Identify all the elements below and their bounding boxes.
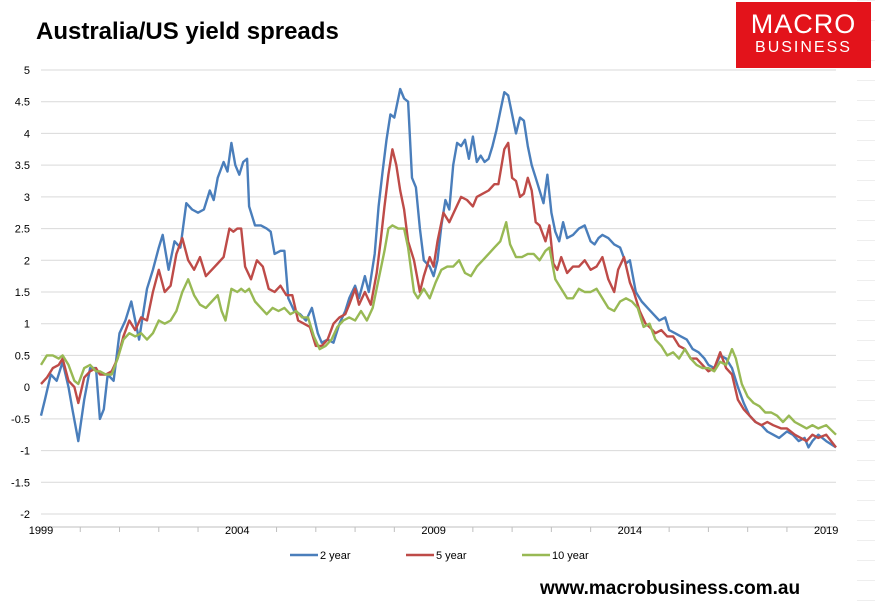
legend: 2 year 5 year 10 year	[290, 550, 589, 562]
y-tick-label: 4	[24, 128, 30, 140]
y-tick-label: 4.5	[15, 97, 30, 109]
y-tick-label: 3	[24, 192, 30, 204]
x-tick-label: 2004	[225, 525, 249, 537]
series-line-5-year	[40, 141, 837, 449]
axes: 5 4.5 4 3.5 3 2.5 2 1.5 1 0.5 0 -0.5 -1 -1.5 -2 1999 200…	[11, 65, 838, 537]
footer-url: www.macrobusiness.com.au	[540, 578, 801, 599]
x-tick-label: 2014	[618, 525, 642, 537]
macrobusiness-logo: MACRO BUSINESS	[736, 2, 871, 68]
legend-label-10-year: 10 year	[552, 550, 589, 562]
logo-text-macro: MACRO	[750, 9, 857, 39]
y-tick-label: 5	[24, 65, 30, 77]
x-tick-label: 2019	[814, 525, 838, 537]
y-tick-label: -2	[20, 509, 30, 521]
series-line-2-year	[39, 87, 837, 449]
y-tick-label: -1.5	[11, 477, 30, 489]
x-tick-label: 2009	[421, 525, 445, 537]
series-line-10-year	[39, 221, 837, 436]
line-chart: 5 4.5 4 3.5 3 2.5 2 1.5 1 0.5 0 -0.5 -1 -1.5 -2 1999 200…	[11, 65, 838, 562]
y-tick-label: 0.5	[15, 350, 30, 362]
y-tick-label: 2	[24, 255, 30, 267]
logo-text-business: BUSINESS	[755, 39, 852, 56]
x-tick-label: 1999	[29, 525, 53, 537]
y-tick-label: 3.5	[15, 160, 30, 172]
y-tick-label: 1.5	[15, 287, 30, 299]
gridlines	[41, 69, 836, 515]
y-tick-label: 0	[24, 382, 30, 394]
y-tick-label: 2.5	[15, 224, 30, 236]
y-tick-label: -0.5	[11, 414, 30, 426]
legend-label-2-year: 2 year	[320, 550, 351, 562]
y-tick-label: -1	[20, 446, 30, 458]
y-tick-label: 1	[24, 319, 30, 331]
chart-title: Australia/US yield spreads	[36, 18, 339, 45]
legend-label-5-year: 5 year	[436, 550, 467, 562]
series-lines	[39, 87, 837, 449]
